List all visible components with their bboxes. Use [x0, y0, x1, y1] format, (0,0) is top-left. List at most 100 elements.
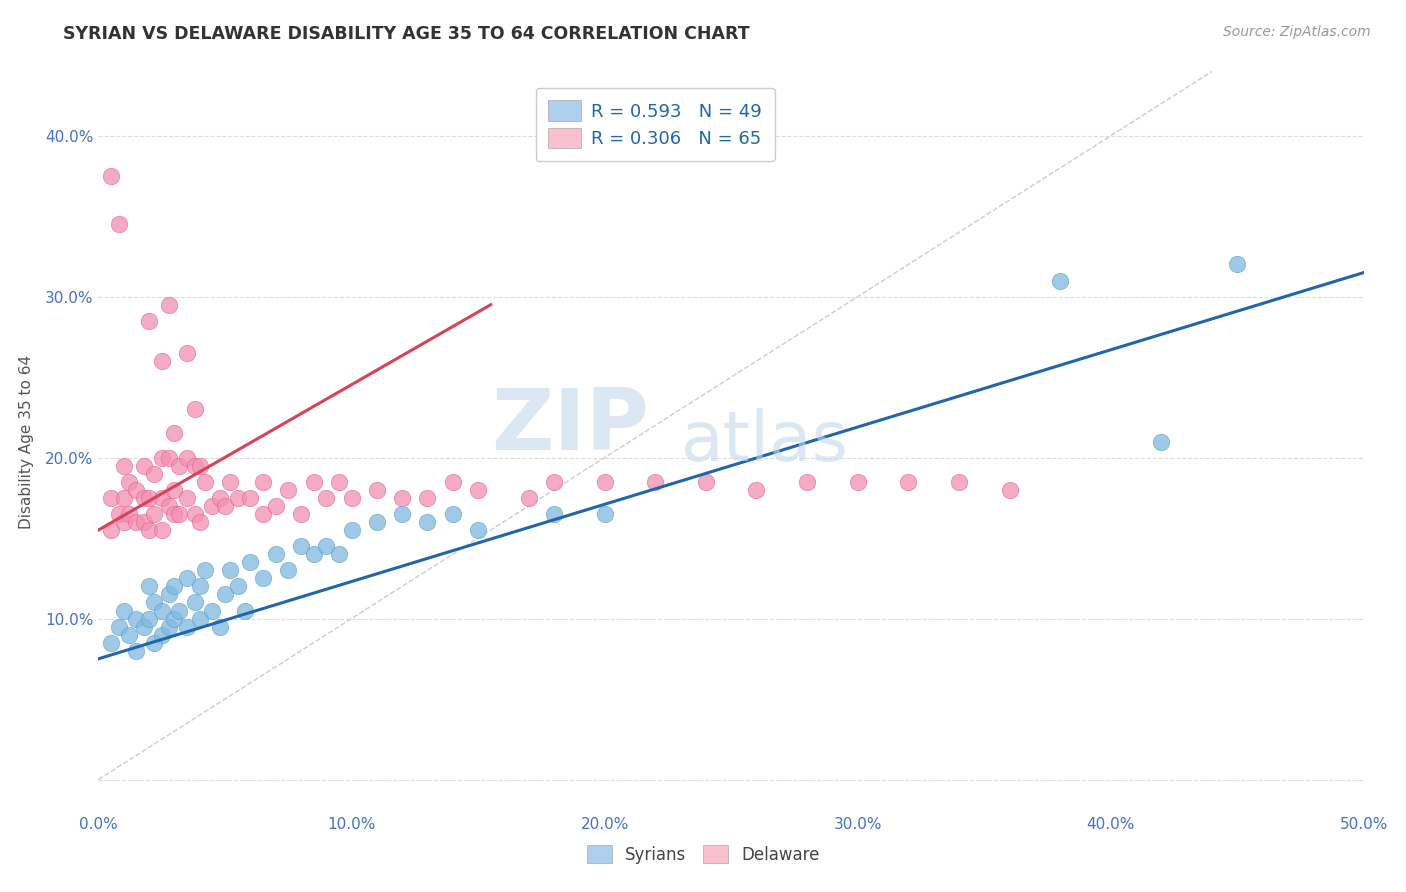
Point: [328, 475, 350, 489]
Point: [277, 563, 299, 577]
Point: [543, 507, 565, 521]
Point: [340, 491, 363, 505]
Point: [100, 491, 122, 505]
Point: [163, 611, 186, 625]
Point: [143, 467, 166, 481]
Point: [441, 507, 464, 521]
Point: [183, 595, 205, 609]
Point: [163, 507, 186, 521]
Point: [593, 475, 616, 489]
Point: [1150, 434, 1173, 449]
Point: [188, 579, 211, 593]
Point: [107, 507, 129, 521]
Point: [176, 491, 198, 505]
Point: [290, 539, 312, 553]
Point: [328, 547, 350, 561]
Point: [157, 450, 180, 465]
Point: [252, 571, 274, 585]
Point: [219, 563, 242, 577]
Point: [138, 523, 160, 537]
Legend: Syrians, Delaware: Syrians, Delaware: [579, 838, 827, 871]
Point: [214, 499, 236, 513]
Point: [183, 458, 205, 473]
Point: [132, 491, 155, 505]
Point: [176, 450, 198, 465]
Point: [157, 587, 180, 601]
Point: [112, 515, 135, 529]
Point: [695, 475, 717, 489]
Point: [157, 298, 180, 312]
Point: [277, 483, 299, 497]
Point: [125, 644, 148, 658]
Point: [188, 611, 211, 625]
Point: [150, 603, 173, 617]
Point: [150, 523, 173, 537]
Point: [214, 587, 236, 601]
Point: [176, 571, 198, 585]
Point: [112, 458, 135, 473]
Point: [441, 475, 464, 489]
Point: [233, 603, 256, 617]
Point: [315, 491, 337, 505]
Point: [176, 619, 198, 633]
Point: [416, 515, 439, 529]
Point: [998, 483, 1021, 497]
Point: [194, 563, 217, 577]
Point: [302, 475, 325, 489]
Point: [163, 483, 186, 497]
Point: [118, 475, 141, 489]
Y-axis label: Disability Age 35 to 64: Disability Age 35 to 64: [18, 354, 34, 529]
Point: [132, 515, 155, 529]
Point: [107, 619, 129, 633]
Point: [302, 547, 325, 561]
Point: [391, 507, 413, 521]
Point: [118, 628, 141, 642]
Text: ZIP: ZIP: [491, 385, 648, 468]
Point: [543, 475, 565, 489]
Point: [194, 475, 217, 489]
Point: [125, 515, 148, 529]
Point: [366, 483, 388, 497]
Point: [169, 507, 191, 521]
Point: [219, 475, 242, 489]
Point: [391, 491, 413, 505]
Point: [138, 491, 160, 505]
Point: [208, 619, 231, 633]
Point: [176, 346, 198, 360]
Point: [1049, 274, 1071, 288]
Text: Source: ZipAtlas.com: Source: ZipAtlas.com: [1223, 25, 1371, 39]
Point: [157, 499, 180, 513]
Point: [100, 636, 122, 650]
Point: [157, 619, 180, 633]
Point: [107, 217, 129, 231]
Point: [226, 491, 249, 505]
Point: [467, 483, 489, 497]
Point: [150, 628, 173, 642]
Point: [644, 475, 666, 489]
Point: [745, 483, 768, 497]
Point: [188, 515, 211, 529]
Point: [796, 475, 818, 489]
Point: [315, 539, 337, 553]
Point: [846, 475, 869, 489]
Point: [264, 547, 287, 561]
Point: [112, 491, 135, 505]
Point: [366, 515, 388, 529]
Point: [100, 169, 122, 183]
Point: [163, 579, 186, 593]
Point: [340, 523, 363, 537]
Point: [163, 426, 186, 441]
Point: [201, 499, 224, 513]
Point: [264, 499, 287, 513]
Point: [593, 507, 616, 521]
Point: [125, 611, 148, 625]
Point: [948, 475, 970, 489]
Point: [252, 507, 274, 521]
Point: [208, 491, 231, 505]
Point: [517, 491, 540, 505]
Text: atlas: atlas: [681, 408, 848, 475]
Point: [118, 507, 141, 521]
Point: [188, 458, 211, 473]
Point: [138, 611, 160, 625]
Point: [125, 483, 148, 497]
